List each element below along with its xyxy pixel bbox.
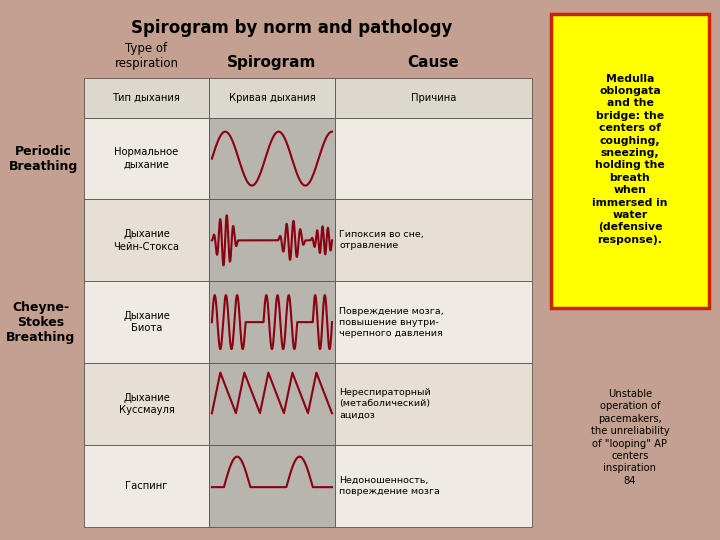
Text: Повреждение мозга,
повышение внутри-
черепного давления: Повреждение мозга, повышение внутри- чер… [339, 307, 444, 338]
Text: Cheyne-
Stokes
Breathing: Cheyne- Stokes Breathing [6, 301, 75, 343]
Bar [210, 199, 335, 281]
Text: Гипоксия во сне,
отравление: Гипоксия во сне, отравление [339, 231, 424, 251]
Text: Spirogram: Spirogram [228, 55, 317, 70]
Text: Spirogram by norm and pathology: Spirogram by norm and pathology [131, 19, 452, 37]
Text: Гаспинг: Гаспинг [125, 481, 168, 491]
FancyBboxPatch shape [551, 14, 709, 308]
Bar [84, 199, 210, 281]
Text: Тип дыхания: Тип дыхания [112, 93, 181, 103]
Bar [210, 363, 335, 445]
Bar [210, 78, 335, 118]
Bar [84, 445, 210, 526]
Bar [210, 118, 335, 199]
Text: Кривая дыхания: Кривая дыхания [228, 93, 315, 103]
Text: Нереспираторный
(метаболический)
ацидоз: Нереспираторный (метаболический) ацидоз [339, 388, 431, 420]
Text: Medulla
oblongata
and the
bridge: the
centers of
coughing,
sneezing,
holding the: Medulla oblongata and the bridge: the ce… [593, 73, 667, 245]
Text: Дыхание
Куссмауля: Дыхание Куссмауля [119, 393, 174, 415]
Text: Periodic
Breathing: Periodic Breathing [9, 145, 78, 173]
Text: Дыхание
Чейн-Стокса: Дыхание Чейн-Стокса [114, 229, 179, 252]
Text: Дыхание
Биота: Дыхание Биота [123, 311, 170, 333]
Bar [335, 281, 532, 363]
Text: Unstable
operation of
pacemakers,
the unreliability
of "looping" AP
centers
insp: Unstable operation of pacemakers, the un… [590, 389, 670, 486]
Bar [335, 78, 532, 118]
Text: Cause: Cause [408, 55, 459, 70]
Bar [335, 118, 532, 199]
Bar [335, 445, 532, 526]
Bar [84, 363, 210, 445]
Bar [335, 199, 532, 281]
Bar [84, 78, 210, 118]
Bar [84, 118, 210, 199]
Bar [84, 281, 210, 363]
Text: Причина: Причина [410, 93, 456, 103]
Text: Недоношенность,
повреждение мозга: Недоношенность, повреждение мозга [339, 476, 440, 496]
Text: Нормальное
дыхание: Нормальное дыхание [114, 147, 179, 170]
Bar [210, 445, 335, 526]
Bar [335, 363, 532, 445]
Bar [210, 281, 335, 363]
Text: Type of
respiration: Type of respiration [114, 42, 179, 70]
